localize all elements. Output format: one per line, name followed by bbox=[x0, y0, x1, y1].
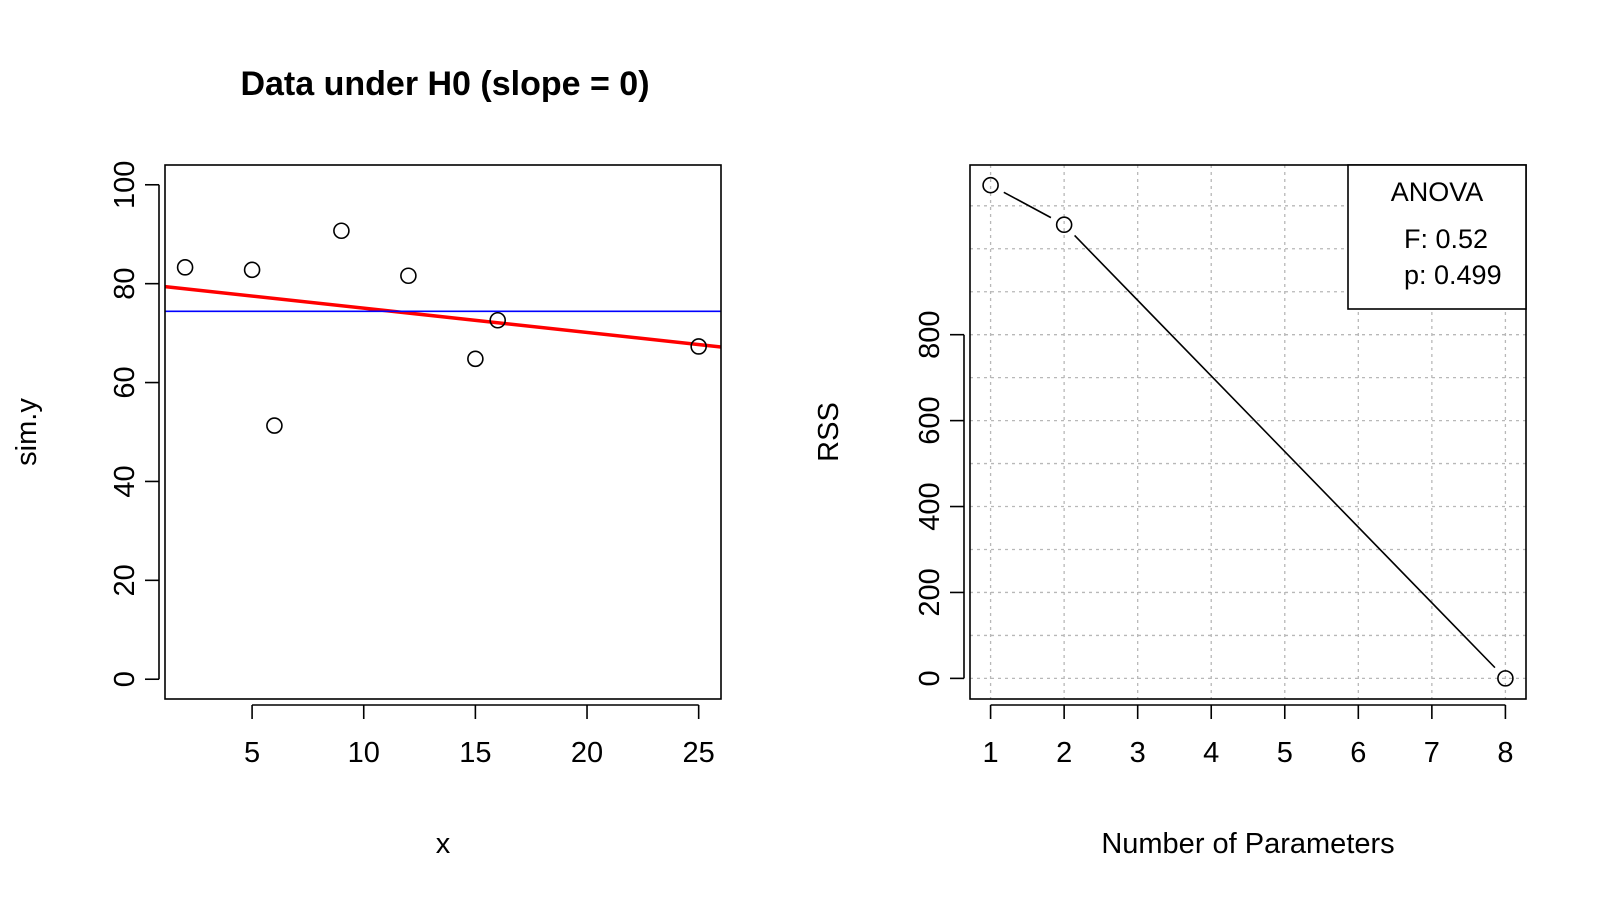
x-tick-label: 3 bbox=[1130, 737, 1146, 769]
data-point bbox=[982, 176, 999, 194]
x-tick-label: 6 bbox=[1350, 737, 1366, 769]
data-point bbox=[1497, 670, 1514, 687]
y-tick-label: 20 bbox=[109, 564, 141, 596]
y-tick-label: 80 bbox=[109, 268, 141, 300]
right-panel: 1 2 3 4 5 6 7 8 0 200 400 600 800 Number of Paramet… bbox=[813, 164, 1527, 860]
data-point bbox=[1055, 216, 1073, 234]
legend-box bbox=[1347, 164, 1527, 310]
fit-line bbox=[164, 284, 722, 349]
left-panel: Data under H0 (slope = 0) 5 10 15 20 25 0 20 4… bbox=[11, 65, 722, 860]
y-tick-label: 0 bbox=[914, 670, 946, 686]
y-tick-label: 40 bbox=[109, 465, 141, 497]
left-chart-title: Data under H0 (slope = 0) bbox=[240, 65, 649, 103]
x-tick-label: 8 bbox=[1497, 737, 1513, 769]
x-tick-label: 20 bbox=[571, 737, 603, 769]
legend: ANOVA F: 0.52 p: 0.499 bbox=[1347, 164, 1527, 310]
legend-p-value: p: 0.499 bbox=[1404, 260, 1502, 290]
y-tick-label: 200 bbox=[914, 568, 946, 616]
y-tick-label: 60 bbox=[109, 366, 141, 398]
legend-f-stat: F: 0.52 bbox=[1404, 224, 1488, 254]
data-point bbox=[400, 267, 417, 285]
series-line-segment bbox=[1003, 191, 1052, 219]
data-point bbox=[489, 311, 507, 329]
x-tick-label: 5 bbox=[1277, 737, 1293, 769]
left-y-axis-label: sim.y bbox=[11, 398, 43, 466]
right-plot-frame bbox=[969, 164, 1527, 700]
x-tick-label: 10 bbox=[348, 737, 380, 769]
data-point bbox=[467, 350, 484, 368]
x-tick-label: 25 bbox=[683, 737, 715, 769]
y-tick-label: 800 bbox=[914, 310, 946, 358]
series-line-segment bbox=[1074, 234, 1496, 669]
x-tick-label: 2 bbox=[1056, 737, 1072, 769]
x-tick-label: 4 bbox=[1203, 737, 1219, 769]
x-tick-label: 7 bbox=[1424, 737, 1440, 769]
y-tick-label: 100 bbox=[109, 161, 141, 209]
y-tick-label: 0 bbox=[109, 671, 141, 687]
legend-title: ANOVA bbox=[1391, 177, 1484, 207]
data-point bbox=[690, 338, 707, 355]
data-point bbox=[176, 259, 194, 276]
x-tick-label: 1 bbox=[983, 737, 999, 769]
right-y-axis-label: RSS bbox=[813, 402, 845, 462]
left-x-axis-label: x bbox=[436, 828, 451, 860]
data-point bbox=[333, 222, 350, 240]
data-point bbox=[243, 261, 261, 279]
y-tick-label: 600 bbox=[914, 396, 946, 444]
x-tick-label: 5 bbox=[244, 737, 260, 769]
x-tick-label: 15 bbox=[459, 737, 491, 769]
right-x-axis-label: Number of Parameters bbox=[1101, 828, 1394, 860]
data-point bbox=[266, 417, 283, 434]
y-tick-label: 400 bbox=[914, 482, 946, 530]
left-plot-frame bbox=[164, 164, 722, 700]
